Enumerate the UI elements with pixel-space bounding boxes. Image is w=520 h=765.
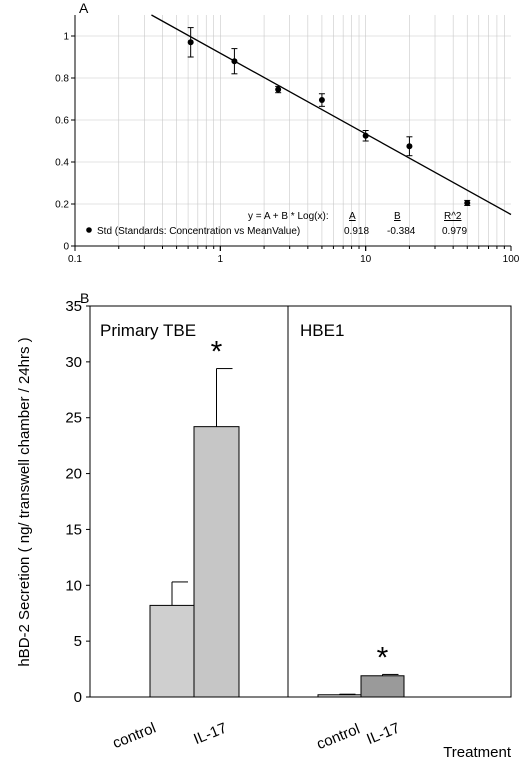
panel-a-points bbox=[187, 27, 471, 206]
legend-col-r2-header: R^2 bbox=[444, 211, 462, 222]
panel-a-gridlines bbox=[74, 15, 511, 247]
panel-b-label: B bbox=[80, 290, 89, 306]
bar bbox=[193, 426, 240, 698]
data-point bbox=[464, 199, 471, 206]
panel-b-y-ticks: 0 5 10 15 20 25 30 35 bbox=[65, 298, 90, 706]
panel-a-label: A bbox=[79, 0, 89, 16]
y-tick-label: 0.2 bbox=[55, 200, 69, 211]
legend-marker bbox=[86, 227, 92, 233]
bar bbox=[317, 694, 362, 698]
significance-marker: * bbox=[377, 641, 389, 674]
x-category-label: IL-17 bbox=[364, 720, 402, 749]
fit-line bbox=[151, 14, 512, 216]
panel-a-ticks: 0.1 1 10 100 0 0.2 0.4 0.6 0.8 1 bbox=[55, 32, 520, 266]
legend-value-b: -0.384 bbox=[387, 226, 416, 237]
significance-marker: * bbox=[211, 336, 223, 369]
x-category-label: control bbox=[110, 720, 158, 753]
legend-col-a-header: A bbox=[349, 211, 356, 222]
legend-equation: y = A + B * Log(x): bbox=[248, 211, 329, 222]
data-point bbox=[275, 86, 282, 93]
x-tick-label: 10 bbox=[360, 254, 372, 265]
panel-a-legend: y = A + B * Log(x): A B R^2 Std (Standar… bbox=[86, 211, 467, 237]
x-category-label: control bbox=[314, 721, 362, 754]
panel-b-x-axis-label: Treatment bbox=[443, 744, 512, 761]
data-point bbox=[406, 143, 413, 150]
bar bbox=[149, 604, 195, 698]
y-tick-label: 0.6 bbox=[55, 116, 69, 127]
y-tick-label: 1 bbox=[63, 32, 69, 43]
data-point bbox=[187, 39, 194, 46]
panel-b-right-frame bbox=[287, 305, 512, 698]
x-tick-label: 100 bbox=[503, 254, 520, 265]
bar bbox=[360, 675, 405, 698]
y-tick-label: 30 bbox=[65, 354, 82, 371]
y-tick-label: 0 bbox=[74, 689, 82, 706]
legend-col-b-header: B bbox=[394, 211, 401, 222]
data-point bbox=[231, 58, 238, 65]
y-tick-label: 0.8 bbox=[55, 74, 69, 85]
y-tick-label: 0 bbox=[63, 242, 69, 253]
panel-b-left-title: Primary TBE bbox=[100, 321, 196, 340]
y-tick-label: 5 bbox=[74, 633, 82, 650]
panel-b-right-title: HBE1 bbox=[300, 321, 344, 340]
x-category-label: IL-17 bbox=[191, 720, 229, 749]
y-tick-label: 0.4 bbox=[55, 158, 69, 169]
data-point bbox=[362, 132, 369, 139]
x-tick-label: 0.1 bbox=[68, 254, 82, 265]
legend-value-r2: 0.979 bbox=[442, 226, 467, 237]
data-point bbox=[318, 97, 325, 104]
y-tick-label: 35 bbox=[65, 298, 82, 315]
y-tick-label: 10 bbox=[65, 577, 82, 594]
y-tick-label: 25 bbox=[65, 410, 82, 427]
legend-value-a: 0.918 bbox=[344, 226, 369, 237]
legend-series-label: Std (Standards: Concentration vs MeanVal… bbox=[97, 226, 300, 237]
panel-b-bars: control*IL-17 control*IL-17 bbox=[110, 336, 405, 754]
panel-a-fit-line-group bbox=[151, 14, 512, 216]
y-tick-label: 15 bbox=[65, 521, 82, 538]
x-tick-label: 1 bbox=[218, 254, 224, 265]
y-tick-label: 20 bbox=[65, 466, 82, 483]
panel-b-y-axis-label: hBD-2 Secretion ( ng/ transwell chamber … bbox=[16, 337, 33, 666]
